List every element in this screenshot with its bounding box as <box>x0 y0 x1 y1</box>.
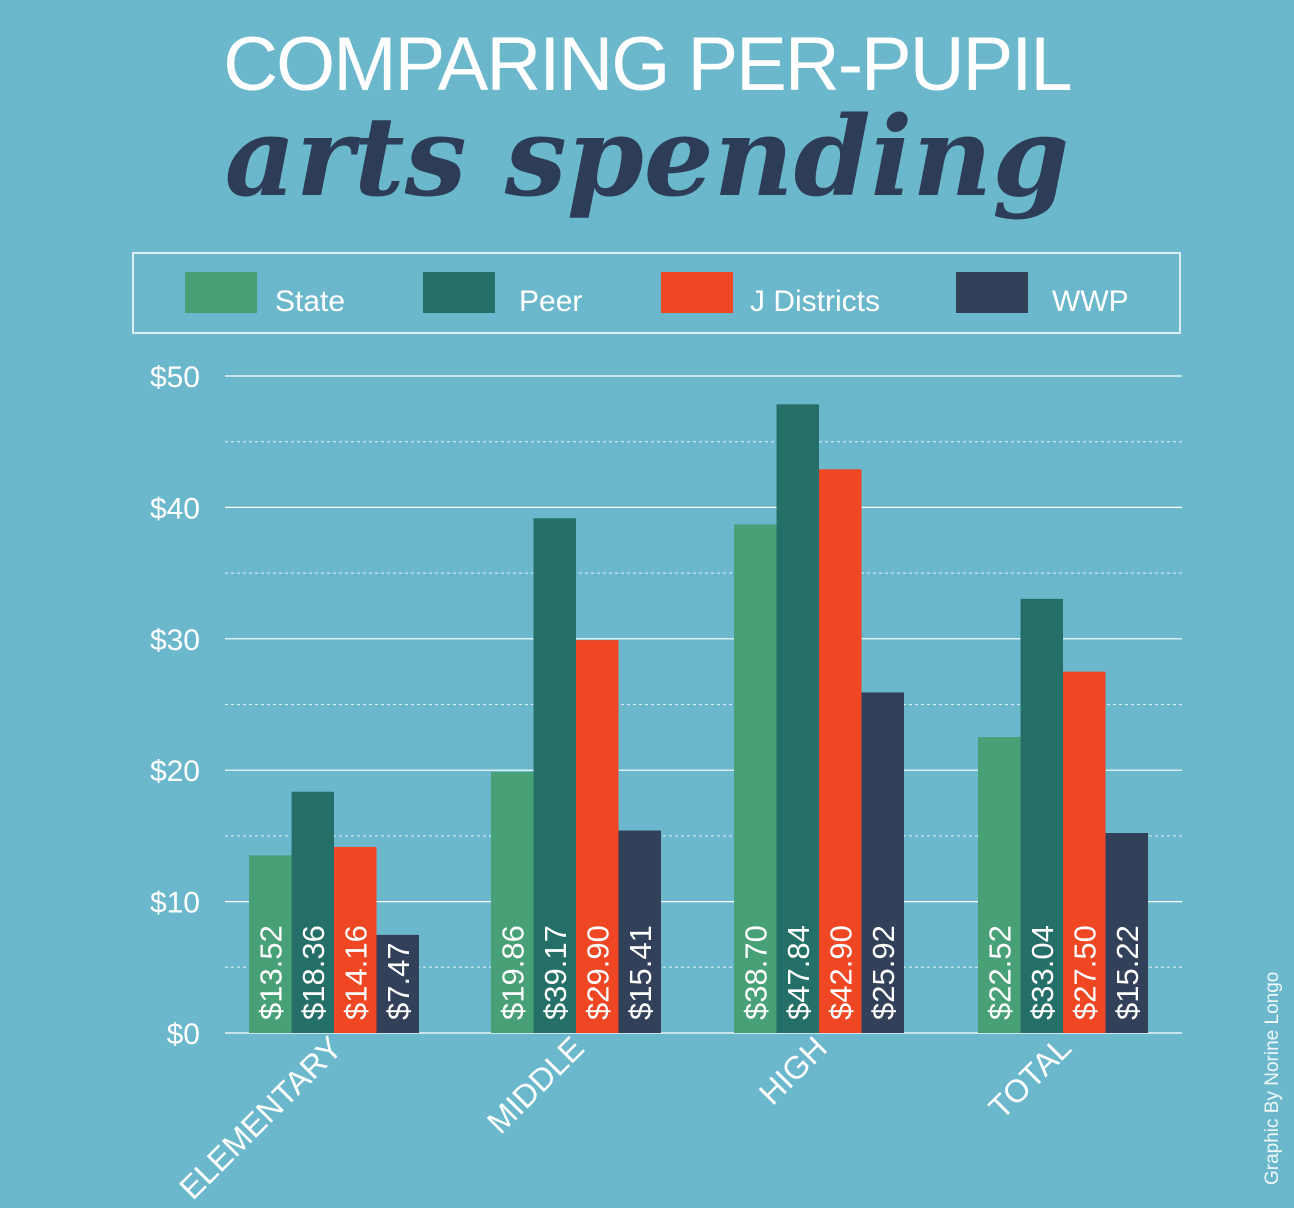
bar-value-label: $27.50 <box>1067 925 1102 1020</box>
legend: State Peer J Districts WWP <box>185 272 1129 318</box>
bar-value-label: $15.41 <box>623 925 658 1020</box>
legend-label: WWP <box>1052 285 1129 318</box>
bar <box>618 830 661 1033</box>
bar <box>334 846 377 1033</box>
x-tick-label: HIGH <box>752 1029 834 1111</box>
y-tick-label: $0 <box>167 1018 200 1051</box>
bar-value-label: $14.16 <box>338 925 373 1020</box>
legend-swatch <box>423 272 495 313</box>
bar-value-label: $13.52 <box>253 925 288 1020</box>
bar <box>978 737 1021 1033</box>
bar <box>491 772 534 1033</box>
chart-subtitle: arts spending <box>225 92 1070 221</box>
bar <box>861 692 904 1033</box>
legend-label: Peer <box>519 285 582 318</box>
legend-label: State <box>275 285 345 318</box>
bar-value-label: $18.36 <box>296 925 331 1020</box>
x-tick-label: ELEMENTARY <box>172 1029 349 1206</box>
bar <box>576 640 619 1033</box>
legend-label: J Districts <box>750 285 880 318</box>
y-tick-label: $50 <box>150 361 200 394</box>
bar-value-label: $7.47 <box>381 942 416 1020</box>
y-tick-label: $20 <box>150 755 200 788</box>
legend-swatch <box>661 272 733 313</box>
bar-value-label: $38.70 <box>738 925 773 1020</box>
bar-value-label: $15.22 <box>1110 925 1145 1020</box>
bar <box>376 934 419 1033</box>
bar <box>1105 833 1148 1033</box>
bar <box>776 404 819 1033</box>
bar-value-label: $19.86 <box>495 925 530 1020</box>
x-tick-label: MIDDLE <box>480 1029 591 1140</box>
category-labels: ELEMENTARY MIDDLE HIGH TOTAL <box>172 1029 1078 1206</box>
chart-title: COMPARING PER-PUPIL <box>223 22 1070 107</box>
bar <box>249 855 292 1033</box>
legend-swatch <box>185 272 257 313</box>
x-tick-label: TOTAL <box>982 1029 1078 1125</box>
y-tick-label: $10 <box>150 887 200 920</box>
credit: Graphic By Norine Longo <box>1262 972 1283 1185</box>
y-tick-label: $40 <box>150 492 200 525</box>
bar <box>734 524 777 1033</box>
bar-value-label: $33.04 <box>1025 925 1060 1020</box>
bar <box>1020 598 1063 1033</box>
legend-box <box>132 252 1181 334</box>
bar-value-label: $39.17 <box>538 925 573 1020</box>
bar-value-label: $22.52 <box>982 925 1017 1020</box>
bar-value-label: $42.90 <box>823 925 858 1020</box>
bars: $13.52 $18.36 $14.16 $7.47 $19.86 $39.17 $29.9… <box>249 404 1148 1033</box>
bar <box>291 791 334 1033</box>
legend-swatch <box>956 272 1028 313</box>
bar-value-label: $29.90 <box>580 925 615 1020</box>
bar-value-label: $25.92 <box>866 925 901 1020</box>
bar <box>533 518 576 1033</box>
bar <box>1063 671 1106 1033</box>
bar <box>819 469 862 1033</box>
y-tick-label: $30 <box>150 624 200 657</box>
bar-value-label: $47.84 <box>781 925 816 1020</box>
